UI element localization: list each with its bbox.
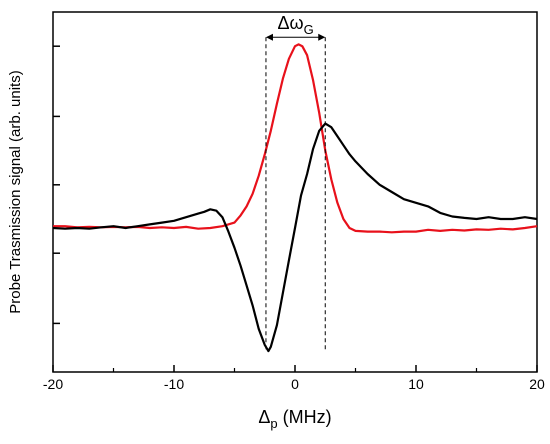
y-axis-label: Probe Trasmission signal (arb. units) xyxy=(7,70,24,313)
series-line-2 xyxy=(52,122,538,353)
linewidth-annotation: ΔωG xyxy=(265,13,326,351)
series-layer xyxy=(52,43,538,353)
x-axis-label-base: Δ xyxy=(258,407,270,427)
arrowhead-left xyxy=(265,33,273,41)
x-tick-label: 0 xyxy=(291,376,299,392)
x-tick-label: 20 xyxy=(529,376,545,392)
plot-frame xyxy=(52,11,538,373)
x-axis-label-sub: p xyxy=(270,416,277,431)
y-axis-ticks xyxy=(53,45,60,325)
series-line-1 xyxy=(53,43,538,234)
linewidth-label-sub: G xyxy=(304,22,314,37)
linewidth-label: ΔωG xyxy=(278,13,314,37)
x-tick-label: -10 xyxy=(164,376,184,392)
x-axis-label: Δp (MHz) xyxy=(258,407,331,431)
linewidth-label-base: Δω xyxy=(278,13,304,33)
x-tick-label: 10 xyxy=(408,376,424,392)
x-axis-label-unit: (MHz) xyxy=(278,407,332,427)
x-tick-label: -20 xyxy=(43,376,63,392)
x-axis-ticks: -20 -10 0 10 20 xyxy=(43,365,545,392)
arrowhead-right xyxy=(318,33,326,41)
